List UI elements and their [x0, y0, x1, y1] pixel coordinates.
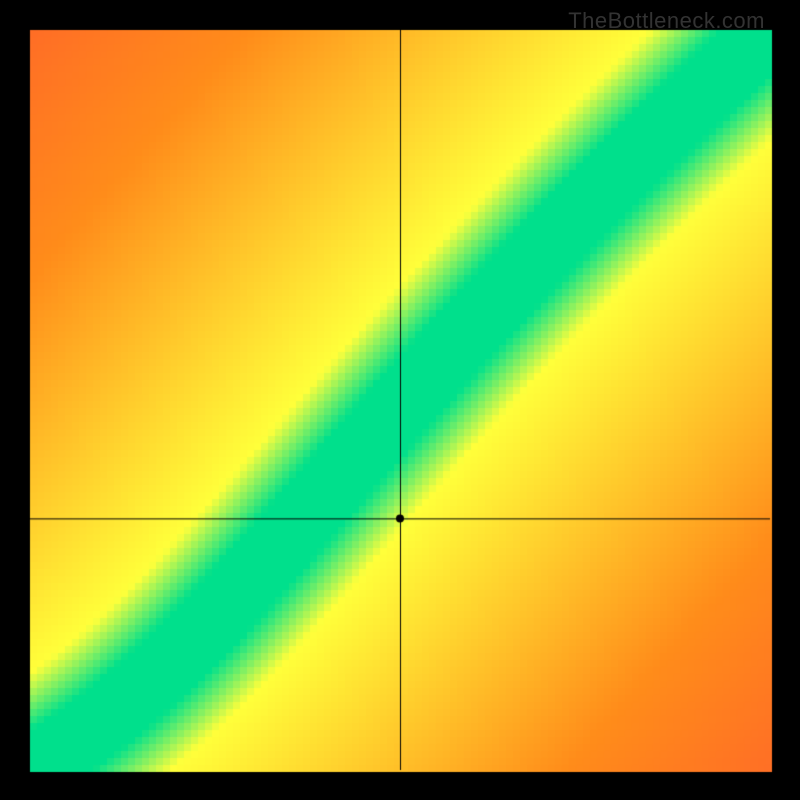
watermark-text: TheBottleneck.com — [568, 8, 765, 34]
chart-frame: TheBottleneck.com — [0, 0, 800, 800]
heatmap-canvas — [0, 0, 800, 800]
